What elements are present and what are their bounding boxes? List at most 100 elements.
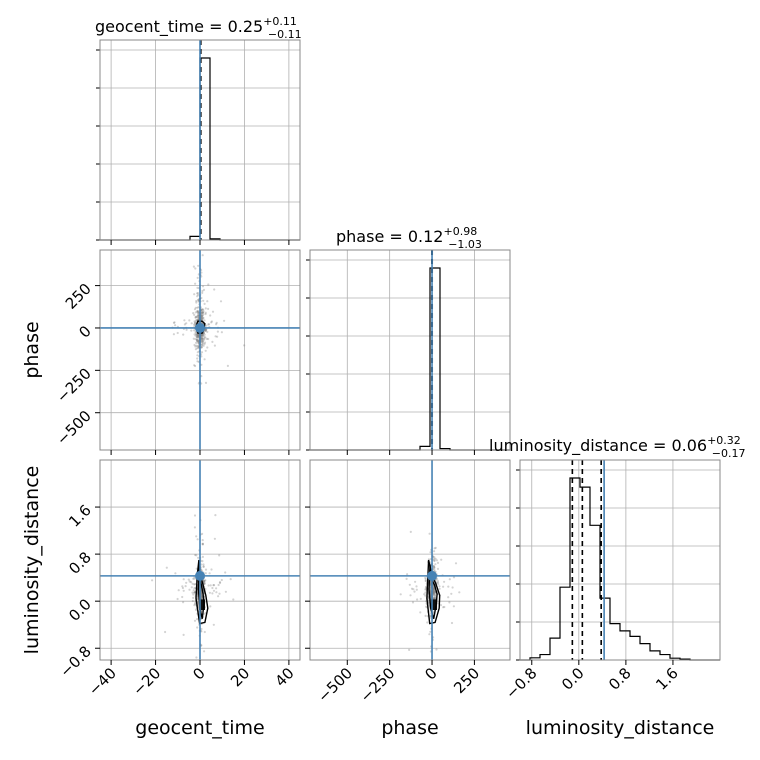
sample-point: [194, 583, 197, 586]
sample-point: [204, 328, 208, 331]
sample-point: [200, 316, 203, 319]
sample-point: [195, 554, 198, 557]
sample-point: [447, 585, 450, 588]
sample-point: [434, 546, 437, 550]
sample-point: [433, 566, 436, 569]
sample-point: [207, 307, 210, 310]
sample-point: [205, 324, 208, 327]
sample-point: [201, 542, 204, 545]
sample-point: [197, 335, 200, 338]
sample-point: [201, 340, 204, 343]
sample-point: [200, 310, 203, 314]
sample-point: [196, 335, 199, 338]
sample-point: [193, 591, 196, 594]
sample-point: [203, 336, 206, 339]
sample-point: [197, 341, 200, 344]
sample-point: [203, 579, 206, 582]
sample-point: [197, 342, 200, 345]
sample-point: [194, 608, 198, 612]
sample-point: [435, 648, 438, 651]
panel-2-1: −500 −250 0 250: [305, 459, 511, 706]
sample-point: [196, 340, 200, 343]
sample-point: [195, 344, 198, 347]
sample-point: [201, 539, 204, 542]
sample-point: [201, 555, 204, 559]
sample-point: [219, 300, 223, 303]
sample-point: [204, 349, 207, 352]
sample-point: [201, 334, 204, 337]
xtick-label: 0: [189, 664, 208, 683]
sample-point: [207, 337, 210, 341]
sample-point: [210, 321, 213, 324]
sample-point: [195, 341, 198, 344]
sample-point: [200, 271, 203, 274]
xtick-label: 250: [450, 664, 483, 697]
sample-point: [201, 334, 205, 337]
sample-point: [203, 650, 206, 653]
sample-point: [195, 315, 198, 319]
sample-point: [432, 565, 435, 568]
sample-point: [415, 585, 418, 588]
ylabel-luminosity-distance: luminosity_distance: [21, 466, 43, 655]
sample-point: [193, 321, 197, 324]
sample-point: [182, 578, 185, 581]
xtick-label: 0.0: [558, 664, 588, 694]
sample-point: [195, 333, 198, 336]
sample-point: [193, 514, 197, 517]
sample-point: [187, 578, 190, 581]
sample-point: [195, 338, 198, 341]
truth-marker: [195, 322, 205, 333]
sample-point: [200, 316, 203, 319]
ytick-label: 250: [62, 280, 95, 313]
sample-point: [196, 335, 199, 338]
sample-point: [432, 592, 435, 595]
sample-point: [201, 311, 204, 314]
sample-point: [203, 582, 206, 585]
sample-point: [201, 291, 204, 294]
title-luminosity-distance: luminosity_distance = 0.06+0.32 −0.17: [489, 434, 746, 460]
sample-point: [201, 596, 204, 599]
sample-point: [203, 342, 206, 346]
sample-point: [443, 580, 446, 583]
sample-point: [224, 590, 227, 593]
sample-point: [211, 586, 214, 590]
xtick-label: 0: [421, 664, 440, 683]
sample-point: [203, 338, 206, 341]
sample-point: [202, 565, 205, 568]
sample-point: [193, 604, 196, 607]
sample-point: [427, 597, 430, 600]
sample-point: [193, 583, 196, 586]
sample-point: [454, 562, 458, 565]
xtick-label: −20: [129, 664, 164, 699]
sample-point: [193, 320, 196, 323]
sample-point: [201, 254, 204, 257]
sample-point: [202, 299, 205, 302]
ytick-label: −0.8: [56, 642, 94, 680]
sample-point: [196, 295, 199, 298]
sample-point: [197, 336, 200, 339]
sample-point: [200, 355, 203, 358]
ytick-label: 0: [75, 322, 94, 341]
sample-point: [197, 316, 200, 319]
sample-point: [194, 334, 197, 337]
sample-point: [204, 381, 208, 384]
sample-point: [197, 314, 200, 317]
sample-point: [196, 354, 199, 357]
sample-point: [224, 571, 227, 574]
sample-point: [213, 537, 216, 540]
sample-point: [196, 334, 199, 337]
sample-point: [207, 584, 210, 587]
sample-point: [194, 348, 197, 351]
sample-point: [200, 315, 203, 318]
density-core: [431, 599, 438, 610]
sample-point: [206, 346, 209, 349]
sample-point: [197, 334, 200, 337]
sample-point: [196, 309, 199, 312]
sample-point: [192, 593, 195, 596]
sample-point: [194, 345, 197, 348]
sample-point: [200, 335, 203, 338]
sample-point: [194, 331, 197, 334]
sample-point: [193, 325, 196, 328]
sample-point: [408, 648, 411, 652]
sample-point: [201, 311, 204, 314]
